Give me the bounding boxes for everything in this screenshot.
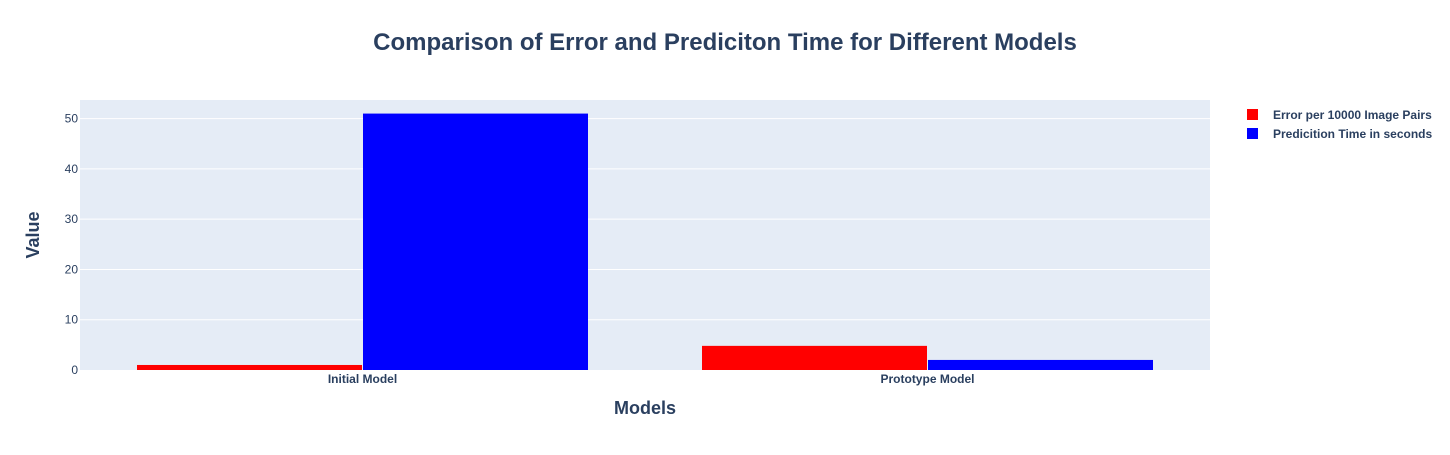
y-tick-label: 0 bbox=[71, 363, 78, 377]
bars bbox=[137, 113, 1153, 371]
gridlines bbox=[80, 118, 1210, 321]
x-tick-label: Prototype Model bbox=[880, 372, 974, 386]
legend-swatch bbox=[1247, 109, 1258, 120]
legend-item-1[interactable]: Predicition Time in seconds bbox=[1247, 127, 1432, 141]
y-axis-title: Value bbox=[23, 211, 43, 258]
x-tick-labels: Initial Model Prototype Model bbox=[328, 372, 975, 386]
legend-label: Error per 10000 Image Pairs bbox=[1273, 108, 1432, 122]
legend-item-0[interactable]: Error per 10000 Image Pairs bbox=[1247, 108, 1432, 122]
bar-0-1[interactable] bbox=[702, 345, 927, 370]
bar-0-0[interactable] bbox=[137, 364, 362, 370]
chart-title: Comparison of Error and Prediciton Time … bbox=[373, 29, 1077, 56]
legend: Error per 10000 Image Pairs Predicition T… bbox=[1247, 108, 1432, 141]
legend-swatch bbox=[1247, 128, 1258, 139]
plot-area bbox=[80, 100, 1210, 370]
x-axis-title: Models bbox=[614, 398, 676, 418]
bar-1-0[interactable] bbox=[363, 113, 588, 371]
y-tick-label: 40 bbox=[65, 162, 79, 176]
y-tick-labels: 0 10 20 30 40 50 bbox=[65, 112, 79, 377]
y-tick-label: 10 bbox=[65, 313, 79, 327]
legend-label: Predicition Time in seconds bbox=[1273, 127, 1432, 141]
y-tick-label: 30 bbox=[65, 212, 79, 226]
y-tick-label: 20 bbox=[65, 262, 79, 276]
y-tick-label: 50 bbox=[65, 112, 79, 126]
bar-1-1[interactable] bbox=[928, 359, 1153, 370]
x-tick-label: Initial Model bbox=[328, 372, 397, 386]
